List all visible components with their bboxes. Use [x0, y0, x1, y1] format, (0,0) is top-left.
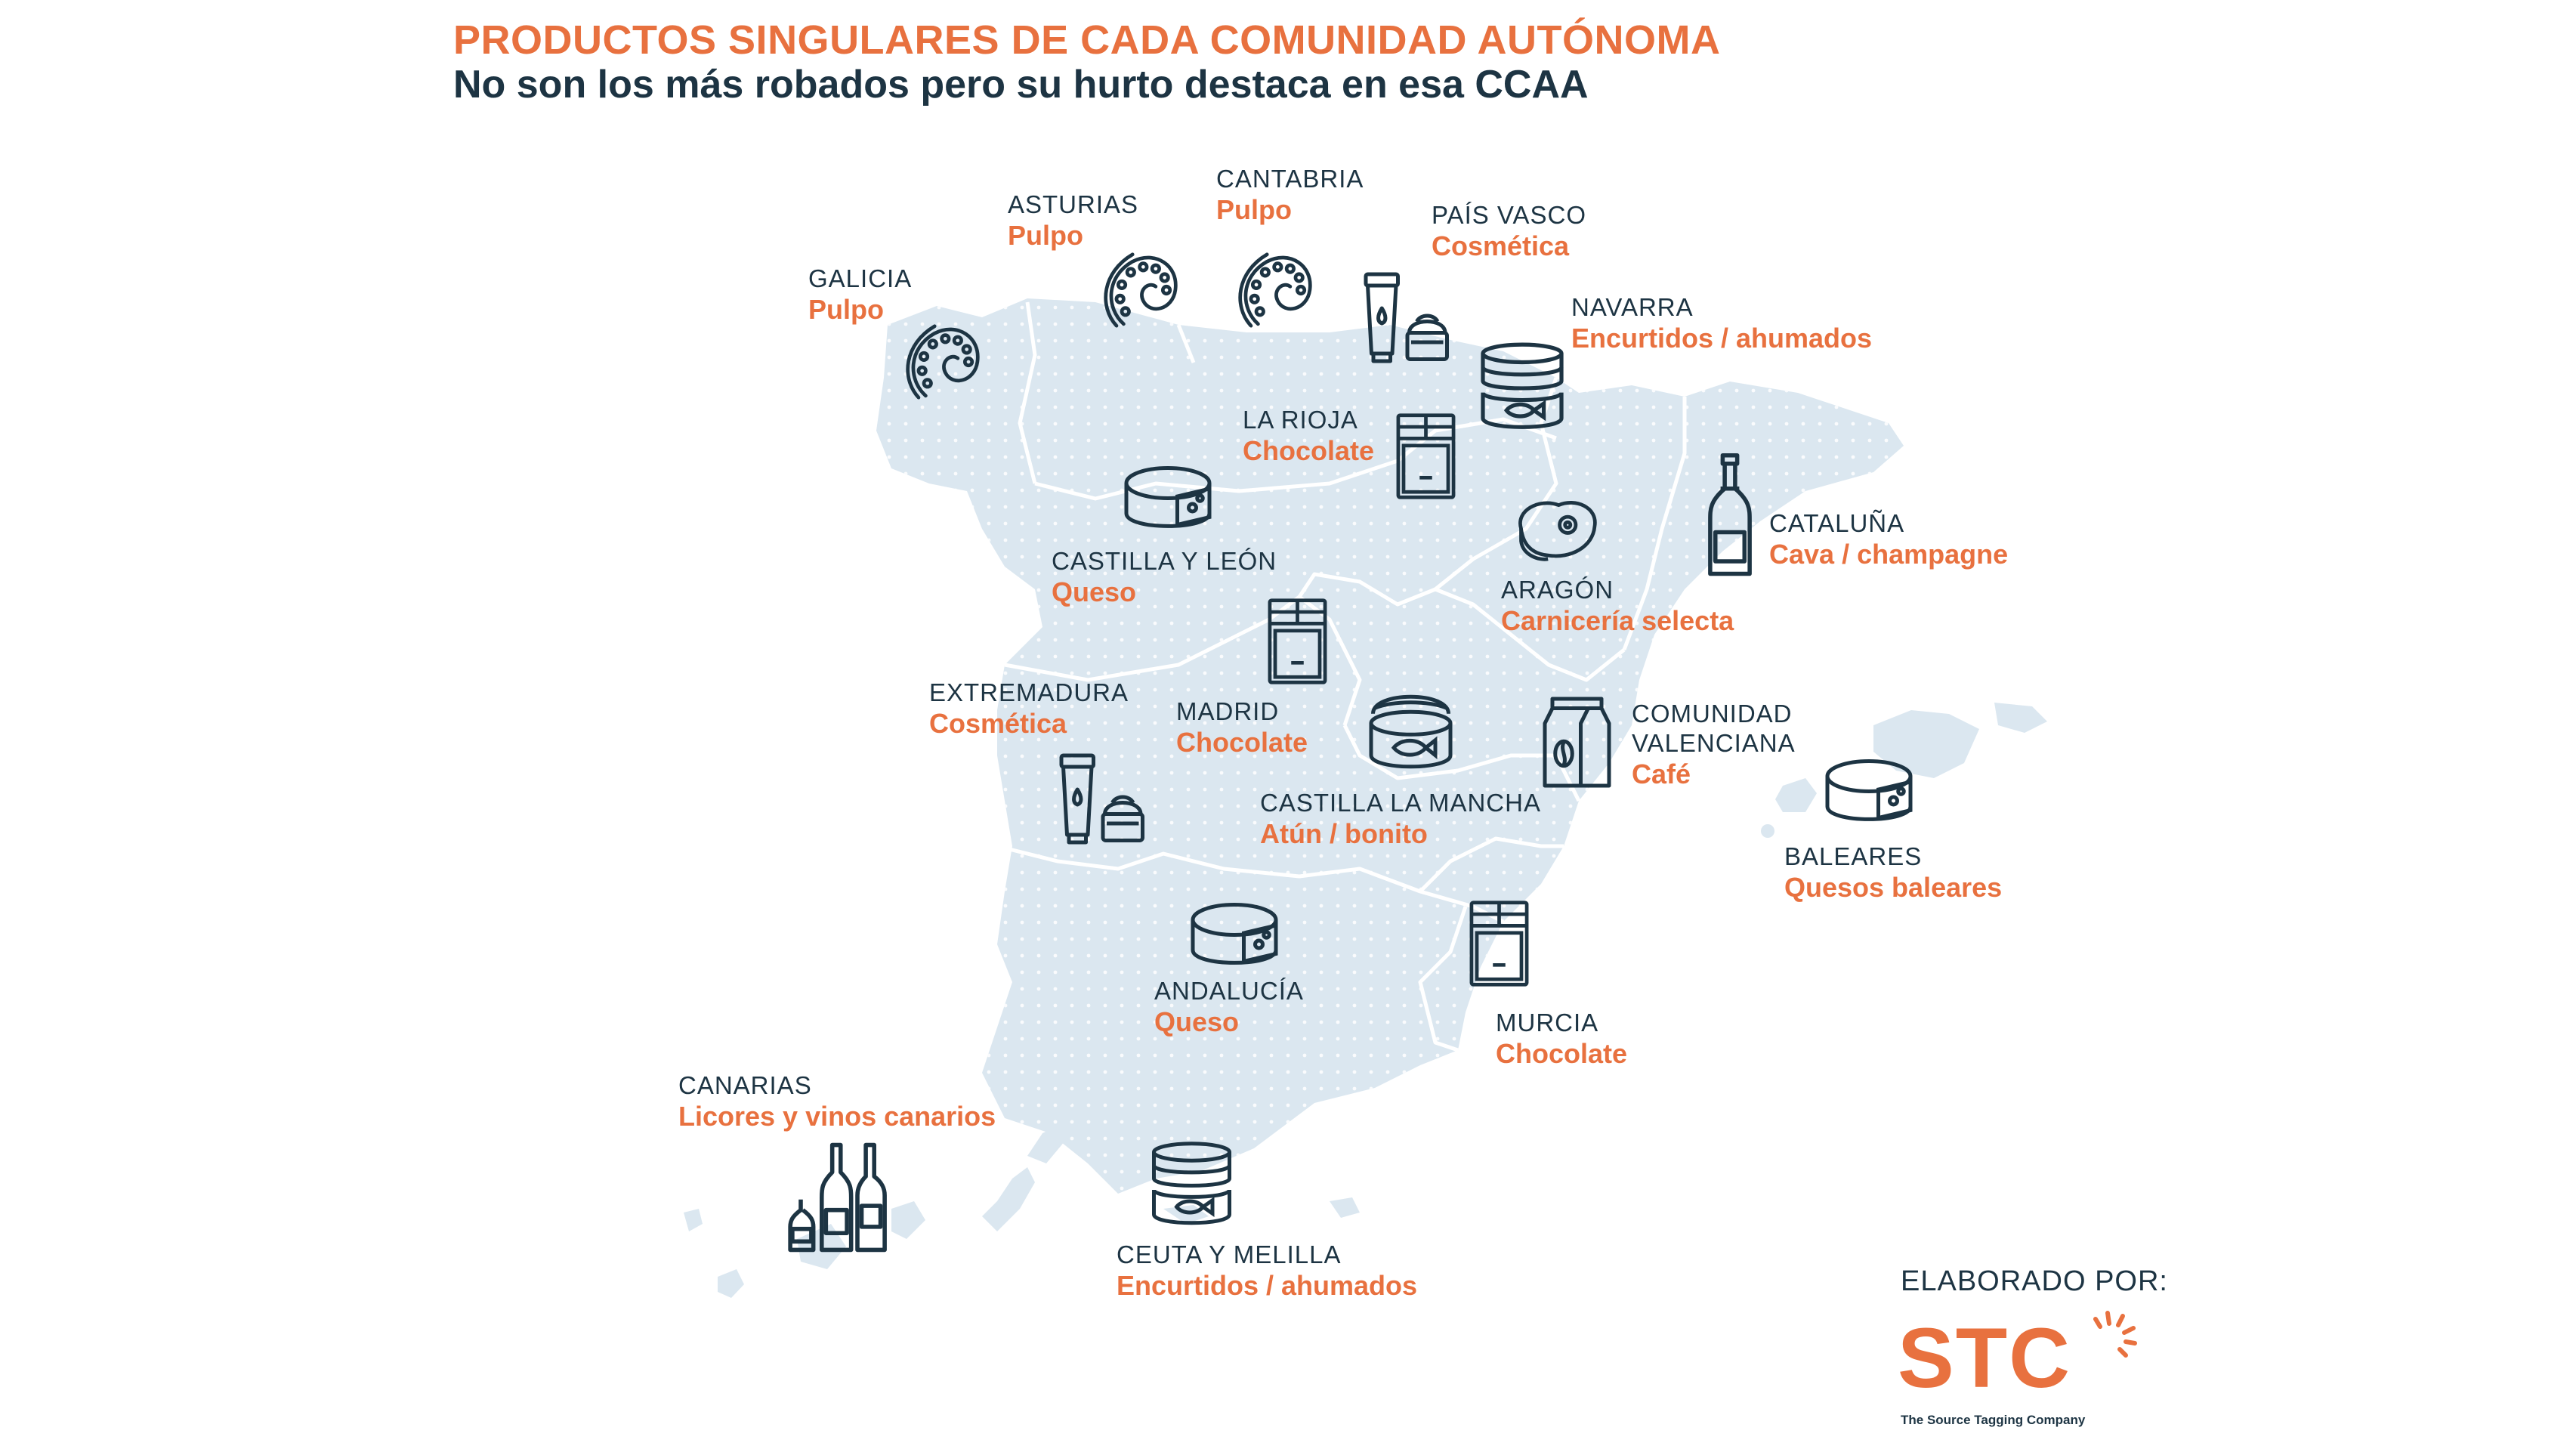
region-label-asturias: ASTURIAS Pulpo [1008, 190, 1138, 252]
region-name: ASTURIAS [1008, 190, 1139, 218]
region-label-murcia: MURCIA Chocolate [1496, 1009, 1627, 1070]
cheese-icon [1186, 899, 1283, 975]
spark-icon [2093, 1311, 2137, 1358]
region-product: Pulpo [808, 293, 884, 325]
region-name: NAVARRA [1571, 293, 1694, 321]
region-product: Licores y vinos canarios [678, 1100, 996, 1132]
region-label-comunidad-valenciana: COMUNIDAD VALENCIANA Café [1632, 700, 1796, 790]
region-product: Chocolate [1496, 1037, 1628, 1069]
region-name: GALICIA [808, 264, 913, 292]
chocolate-bar-icon [1394, 412, 1458, 501]
region-product: Encurtidos / ahumados [1571, 322, 1873, 354]
region-name: CATALUÑA [1769, 509, 1905, 537]
region-name: EXTREMADURA [929, 678, 1129, 706]
region-name: ANDALUCÍA [1154, 977, 1304, 1005]
region-product: Carnicería selecta [1501, 604, 1734, 636]
region-product: Encurtidos / ahumados [1117, 1269, 1418, 1301]
map-subtitle: No son los más robados pero su hurto des… [453, 63, 1589, 107]
coffee-bag-icon [1541, 695, 1613, 789]
region-name: CANTABRIA [1216, 165, 1364, 193]
baleares-islands [1761, 703, 2047, 838]
region-borders [996, 301, 1687, 1052]
steak-icon [1511, 493, 1603, 564]
region-label-castilla-y-leon: CASTILLA Y LEÓN Queso [1052, 547, 1277, 608]
credits-label: ELABORADO POR: [1901, 1265, 2168, 1297]
region-label-cataluna: CATALUÑA Cava / champagne [1769, 509, 2008, 570]
chocolate-bar-icon [1467, 899, 1531, 988]
region-name: BALEARES [1784, 842, 1923, 870]
canned-fish-icon [1473, 341, 1571, 432]
region-name-line2: VALENCIANA [1632, 728, 1796, 757]
cheese-icon [1821, 755, 1917, 831]
region-label-canarias: CANARIAS Licores y vinos canarios [678, 1071, 996, 1132]
region-product: Cava / champagne [1769, 538, 2009, 570]
cosmetics-icon [1054, 752, 1148, 846]
region-product: Chocolate [1243, 434, 1375, 466]
region-label-galicia: GALICIA Pulpo [808, 264, 912, 326]
region-name: MURCIA [1496, 1009, 1599, 1037]
region-product: Queso [1052, 576, 1137, 607]
region-product: Quesos baleares [1784, 871, 2003, 903]
map-title: PRODUCTOS SINGULARES DE CADA COMUNIDAD A… [453, 17, 1721, 63]
logo-tagline: The Source Tagging Company [1901, 1413, 2086, 1427]
region-label-madrid: MADRID Chocolate [1176, 697, 1308, 758]
region-label-pais-vasco: PAÍS VASCO Cosmética [1432, 201, 1586, 262]
stc-logo: STC The Source Tagging Company [1898, 1311, 2139, 1437]
region-name: COMUNIDAD [1632, 700, 1793, 728]
region-name: MADRID [1176, 697, 1280, 725]
region-name: CANARIAS [678, 1071, 812, 1099]
region-label-castilla-la-mancha: CASTILLA LA MANCHA Atún / bonito [1260, 789, 1541, 850]
region-product: Cosmética [1432, 230, 1570, 261]
region-label-ceuta-y-melilla: CEUTA Y MELILLA Encurtidos / ahumados [1117, 1240, 1417, 1302]
region-name: CEUTA Y MELILLA [1117, 1240, 1342, 1268]
region-product: Pulpo [1216, 193, 1292, 225]
region-product: Queso [1154, 1006, 1240, 1037]
region-name: LA RIOJA [1243, 406, 1358, 434]
champagne-bottle-icon [1703, 453, 1756, 578]
chocolate-bar-icon [1265, 597, 1330, 686]
region-name: ARAGÓN [1501, 576, 1614, 604]
octopus-icon [1231, 246, 1320, 335]
region-product: Cosmética [929, 707, 1067, 739]
region-label-cantabria: CANTABRIA Pulpo [1216, 165, 1364, 226]
region-product: Pulpo [1008, 219, 1083, 251]
region-label-extremadura: EXTREMADURA Cosmética [929, 678, 1129, 740]
region-product: Café [1632, 758, 1691, 789]
region-name: CASTILLA LA MANCHA [1260, 789, 1541, 817]
region-label-baleares: BALEARES Quesos baleares [1784, 842, 2002, 904]
octopus-icon [1097, 246, 1186, 335]
region-name: CASTILLA Y LEÓN [1052, 547, 1277, 575]
region-name: PAÍS VASCO [1432, 201, 1587, 229]
region-product: Chocolate [1176, 726, 1308, 758]
region-label-navarra: NAVARRA Encurtidos / ahumados [1571, 293, 1872, 354]
cheese-icon [1120, 462, 1216, 538]
bottles-icon [786, 1141, 891, 1254]
logo-text: STC [1898, 1311, 2071, 1405]
octopus-icon [899, 317, 988, 406]
region-label-andalucia: ANDALUCÍA Queso [1154, 977, 1304, 1038]
cosmetics-icon [1358, 270, 1453, 365]
canned-fish-icon [1144, 1141, 1239, 1228]
region-product: Atún / bonito [1260, 817, 1428, 849]
region-label-la-rioja: LA RIOJA Chocolate [1243, 406, 1374, 467]
region-label-aragon: ARAGÓN Carnicería selecta [1501, 576, 1734, 637]
tuna-can-icon [1364, 681, 1458, 771]
